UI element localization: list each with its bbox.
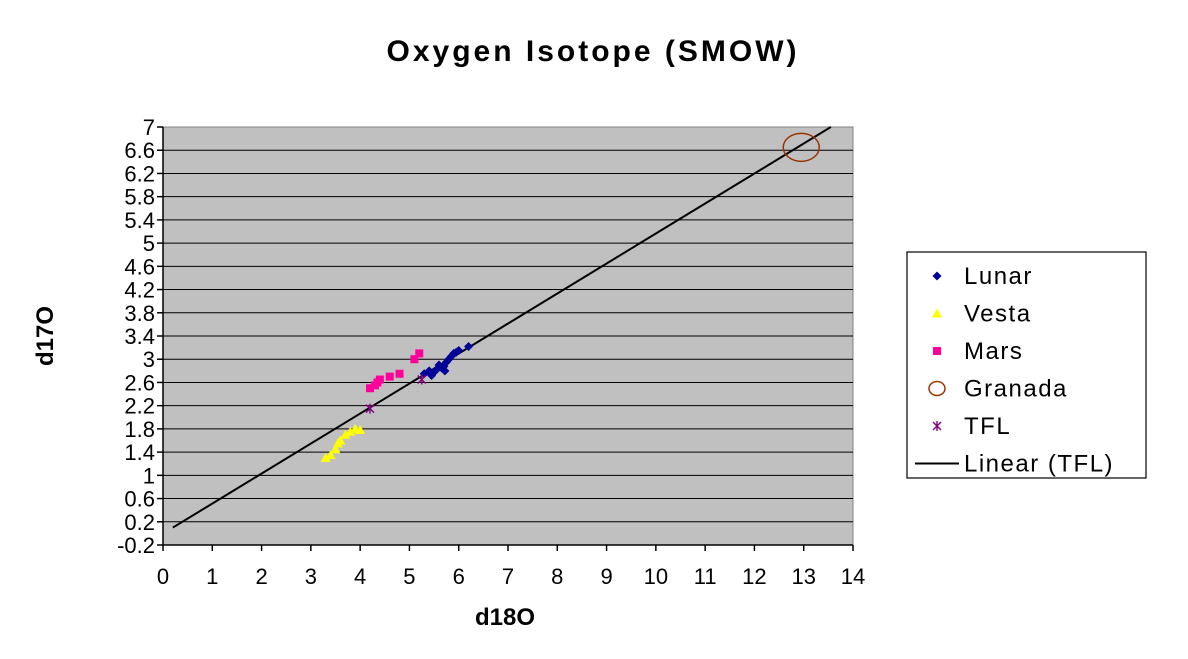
y-tick-label: 3.4 (124, 324, 155, 349)
x-tick-label: 1 (206, 564, 218, 589)
x-tick-label: 14 (841, 564, 865, 589)
legend-swatch (932, 308, 942, 318)
y-tick-label: -0.2 (117, 533, 155, 558)
x-tick-label: 11 (694, 564, 717, 589)
x-tick-label: 6 (453, 564, 465, 589)
x-tick-label: 3 (305, 564, 317, 589)
legend-swatch (933, 347, 941, 355)
x-tick-label: 4 (354, 564, 366, 589)
x-tick-label: 0 (157, 564, 169, 589)
y-tick-label: 1.8 (124, 417, 155, 442)
series-granada (782, 132, 820, 163)
y-tick-label: 2.2 (124, 394, 155, 419)
y-axis-title: d17O (32, 306, 59, 366)
legend-label: Mars (964, 338, 1023, 365)
y-tick-label: 3 (143, 347, 155, 372)
y-tick-label: 6.6 (124, 138, 155, 163)
y-tick-label: 0.6 (124, 487, 155, 512)
grid-lines (163, 149, 853, 523)
legend-item-mars: Mars (933, 338, 1023, 365)
y-tick-label: 6.2 (124, 161, 155, 186)
data-point-lunar (440, 366, 450, 376)
legend-item-linear-tfl: Linear (TFL) (915, 451, 1114, 478)
y-tick-label: 5 (143, 231, 155, 256)
legend-label: Granada (964, 376, 1068, 403)
x-tick-label: 10 (644, 564, 668, 589)
x-tick-label: 9 (600, 564, 612, 589)
x-tick-label: 7 (502, 564, 514, 589)
x-tick-label: 2 (255, 564, 267, 589)
data-point-vesta (330, 444, 341, 454)
legend-label: Linear (TFL) (964, 451, 1114, 478)
data-point-tfl (417, 374, 427, 385)
y-tick-label: 7 (143, 115, 155, 140)
legend-swatch (928, 380, 946, 397)
legend-swatch (932, 421, 942, 431)
y-tick-label: 5.8 (124, 185, 155, 210)
x-tick-label: 12 (742, 564, 766, 589)
legend-label: TFL (964, 413, 1011, 440)
data-point-mars (375, 375, 384, 384)
chart-title: Oxygen Isotope (SMOW) (386, 35, 799, 68)
data-point-lunar (464, 341, 474, 351)
legend-swatch (932, 271, 942, 281)
data-point-vesta (345, 426, 356, 436)
data-point-vesta (340, 429, 351, 439)
data-point-lunar (454, 346, 464, 356)
data-point-vesta (320, 452, 331, 462)
data-point-mars (395, 369, 404, 378)
y-tick-label: 5.4 (124, 208, 155, 233)
series-tfl (365, 374, 427, 414)
x-tick-label: 8 (551, 564, 563, 589)
y-tick-label: 3.8 (124, 301, 155, 326)
y-tick-label: 4.6 (124, 254, 155, 279)
y-tick-label: 0.2 (124, 510, 155, 535)
x-axis-title: d18O (475, 604, 535, 631)
legend-label: Vesta (964, 301, 1032, 328)
data-point-mars (385, 372, 394, 381)
data-point-granada (782, 132, 820, 163)
legend-item-vesta: Vesta (932, 301, 1032, 328)
x-axis-ticks: 0 1 2 3 4 5 6 7 8 9 10 11 12 13 14 (157, 545, 865, 589)
data-series (172, 126, 832, 529)
legend-item-tfl: TFL (932, 413, 1011, 440)
y-tick-label: 1.4 (124, 440, 155, 465)
data-point-tfl (365, 403, 375, 414)
series-vesta (320, 423, 366, 462)
series-mars (366, 349, 424, 393)
legend-box (906, 251, 1147, 479)
trendline-linear-tfl (172, 126, 832, 529)
legend-item-granada: Granada (928, 376, 1068, 403)
legend: Lunar Vesta Mars Granada TFL Linear (TFL) (906, 251, 1147, 479)
data-point-vesta (325, 450, 336, 460)
x-tick-label: 13 (791, 564, 815, 589)
y-tick-label: 1 (143, 463, 155, 488)
legend-label: Lunar (964, 263, 1033, 290)
series-lunar (419, 341, 474, 380)
legend-item-lunar: Lunar (932, 263, 1033, 290)
y-tick-label: 2.6 (124, 370, 155, 395)
data-point-mars (410, 355, 419, 364)
data-point-vesta (355, 425, 366, 435)
data-point-mars (415, 349, 424, 358)
y-axis-ticks: -0.20.20.611.41.82.22.633.43.84.24.655.4… (117, 115, 163, 558)
data-point-vesta (335, 435, 346, 445)
x-tick-label: 5 (403, 564, 415, 589)
data-point-mars (366, 384, 374, 393)
y-tick-label: 4.2 (124, 278, 155, 303)
